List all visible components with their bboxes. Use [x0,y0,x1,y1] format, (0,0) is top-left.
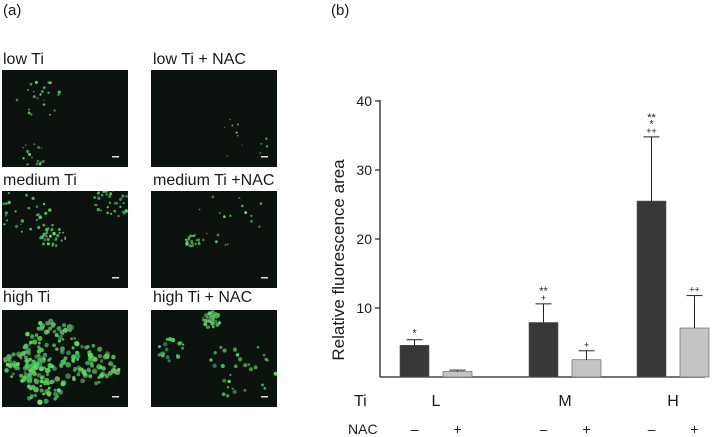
nac-indicator: – [540,421,548,437]
nac-row-label: NAC [348,421,378,437]
significance-mark: ** [539,285,548,297]
image-label-medium-ti: medium Ti [3,172,77,189]
nac-indicator: + [582,421,590,437]
significance-mark: ++ [646,126,657,136]
group-label-M: M [558,393,571,410]
micrograph-medium-ti-nac [151,191,277,288]
nac-indicator: – [411,421,419,437]
significance-mark: + [541,293,546,303]
image-label-low-ti: low Ti [3,51,44,68]
fluorescence-bar-chart: Relative fluorescence area Ti NAC 10 20 30… [329,93,710,437]
bar-H-no-nac [636,200,667,378]
bar-M-nac [571,359,602,378]
bar-M-no-nac [528,322,559,378]
significance-mark: + [584,340,589,350]
image-label-medium-ti-nac: medium Ti +NAC [153,172,275,189]
nac-indicator: + [453,421,461,437]
ti-row-label: Ti [354,393,367,410]
micrograph-low-ti-nac [151,70,277,167]
nac-indicator: – [648,421,656,437]
image-label-low-ti-nac: low Ti + NAC [153,51,246,68]
y-tick-label: 40 [356,93,372,109]
group-label-H: H [667,393,679,410]
nac-indicator: + [690,421,698,437]
bar-L-nac [442,371,473,378]
y-tick-label: 30 [356,162,372,178]
significance-mark: ** [647,112,656,124]
y-tick-label: 10 [356,300,372,316]
image-label-high-ti: high Ti [3,289,51,306]
significance-mark: * [412,328,417,340]
micrograph-high-ti-nac [151,310,277,407]
y-tick-label: 20 [356,231,372,247]
bar-H-nac [679,327,710,378]
y-axis-label: Relative fluorescence area [329,159,348,361]
micrograph-high-ti [2,310,128,407]
group-label-L: L [432,393,441,410]
significance-mark: * [649,118,654,130]
image-label-high-ti-nac: high Ti + NAC [153,289,253,306]
micrograph-medium-ti [2,191,128,288]
panel-b-letter: (b) [331,2,350,19]
panel-a-letter: (a) [3,2,22,19]
micrograph-low-ti [2,70,128,167]
bar-L-no-nac [399,344,430,378]
significance-mark: ++ [689,285,700,295]
